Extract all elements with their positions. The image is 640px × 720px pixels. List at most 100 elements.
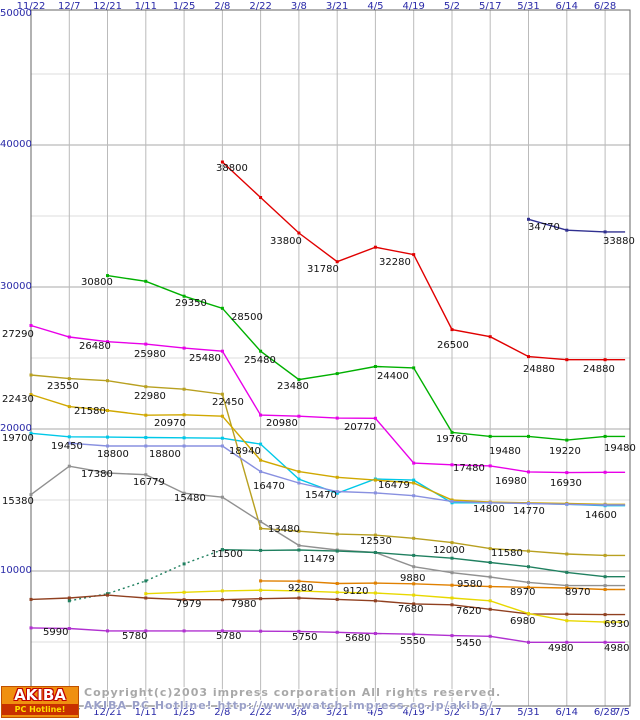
data-label: 26480	[79, 341, 111, 352]
data-label: 24880	[523, 364, 555, 375]
x-axis-label-top: 1/25	[172, 1, 196, 12]
data-label: 14600	[585, 510, 617, 521]
data-label: 12530	[360, 536, 392, 547]
data-label: 23480	[277, 381, 309, 392]
x-axis-label-bottom: 3/21	[325, 707, 349, 718]
copyright-watermark: Copyright(c)2003 impress corporation All…	[84, 686, 502, 699]
x-axis-label-top: 5/31	[517, 1, 540, 12]
x-axis-label-top: 3/8	[290, 1, 307, 12]
data-label: 24400	[377, 371, 409, 382]
data-label: 17480	[453, 463, 485, 474]
data-label: 13480	[268, 524, 300, 535]
x-axis-label-bottom: 3/8	[290, 707, 307, 718]
data-label: 22430	[2, 394, 34, 405]
x-axis-label-bottom: 12/21	[93, 707, 122, 718]
data-label: 19450	[51, 441, 83, 452]
data-label: 7979	[176, 599, 202, 610]
x-axis-label-bottom: 4/19	[402, 707, 425, 718]
data-label: 20980	[266, 418, 298, 429]
x-axis-label-top: 11/22	[16, 1, 46, 12]
x-axis-label-bottom: 1/11	[134, 707, 158, 718]
data-label: 20770	[344, 422, 376, 433]
data-label: 30800	[81, 277, 113, 288]
data-label: 27290	[2, 329, 34, 340]
data-label: 12000	[433, 545, 465, 556]
y-axis-label: 20000	[0, 423, 32, 434]
data-label: 5780	[122, 631, 148, 642]
data-label: 4980	[604, 643, 630, 654]
data-label: 4980	[548, 643, 574, 654]
x-axis-label-bottom: 7/5	[613, 707, 631, 718]
y-axis-label: 40000	[0, 139, 32, 150]
x-axis-label-bottom: 2/22	[249, 707, 272, 718]
data-label: 26500	[437, 340, 469, 351]
data-label: 16930	[550, 478, 582, 489]
data-label: 22980	[134, 391, 166, 402]
x-axis-label-bottom: 5/2	[443, 707, 461, 718]
data-label: 19480	[489, 446, 521, 457]
data-label: 8970	[510, 587, 536, 598]
data-label: 32280	[379, 257, 411, 268]
data-label: 33800	[270, 236, 302, 247]
data-label: 7680	[398, 604, 424, 615]
x-axis-label-top: 2/8	[214, 1, 231, 12]
x-axis-label-top: 5/17	[479, 1, 502, 12]
data-label: 8970	[565, 587, 591, 598]
data-label: 25480	[189, 353, 221, 364]
x-axis-label-top: 6/14	[555, 1, 578, 12]
data-label: 5550	[400, 636, 426, 647]
data-label: 5750	[292, 632, 318, 643]
x-axis-label-bottom: 5/17	[479, 707, 502, 718]
data-label: 9880	[400, 573, 426, 584]
y-axis-label: 30000	[0, 281, 32, 292]
data-label: 9580	[457, 579, 483, 590]
data-label: 15470	[305, 490, 337, 501]
data-label: 16779	[133, 477, 165, 488]
x-axis-label-top: 2/22	[249, 1, 272, 12]
x-axis-label-bottom: 6/28	[593, 707, 617, 718]
data-label: 19700	[2, 433, 34, 444]
x-axis-label-top: 1/11	[134, 1, 158, 12]
data-label: 18940	[229, 446, 261, 457]
data-label: 5780	[216, 631, 242, 642]
x-axis-label-bottom: 4/5	[367, 707, 384, 718]
data-label: 14800	[473, 504, 505, 515]
data-label: 18800	[97, 449, 129, 460]
data-label: 9280	[288, 583, 314, 594]
x-axis-label-bottom: 1/25	[172, 707, 196, 718]
data-label: 15480	[174, 493, 206, 504]
data-label: 24880	[583, 364, 615, 375]
data-label: 21580	[74, 406, 106, 417]
data-label: 25980	[134, 349, 166, 360]
data-label: 28500	[231, 312, 263, 323]
x-axis-label-top: 4/5	[367, 1, 384, 12]
x-axis-label-top: 12/7	[58, 1, 81, 12]
data-label: 31780	[307, 264, 339, 275]
data-label: 5990	[43, 627, 69, 638]
data-label: 33880	[603, 236, 635, 247]
data-label: 19760	[436, 434, 468, 445]
site-url-watermark: AKIBA PC Hotline! http://www.watch.impre…	[84, 699, 494, 712]
y-axis-label: 50000	[0, 8, 32, 19]
data-label: 19480	[604, 443, 636, 454]
data-label: 29350	[175, 298, 207, 309]
akiba-pc-hotline-logo: AKIBA PC Hotline!	[1, 686, 79, 718]
data-label: 5680	[345, 633, 371, 644]
data-label: 6980	[510, 616, 536, 627]
x-axis-label-top: 3/21	[325, 1, 349, 12]
y-axis-label: 10000	[0, 565, 32, 576]
x-axis-label-bottom: 5/31	[517, 707, 540, 718]
data-label: 38800	[216, 163, 248, 174]
data-label: 22450	[212, 397, 244, 408]
data-label: 6930	[604, 619, 630, 630]
data-label: 16470	[253, 481, 285, 492]
data-label: 23550	[47, 381, 79, 392]
data-label: 11580	[491, 548, 523, 559]
logo-title-text: AKIBA	[14, 686, 66, 704]
x-axis-label-top: 12/21	[93, 1, 122, 12]
data-label: 34770	[528, 222, 560, 233]
x-axis-label-bottom: 6/14	[555, 707, 578, 718]
data-label: 17380	[81, 469, 113, 480]
